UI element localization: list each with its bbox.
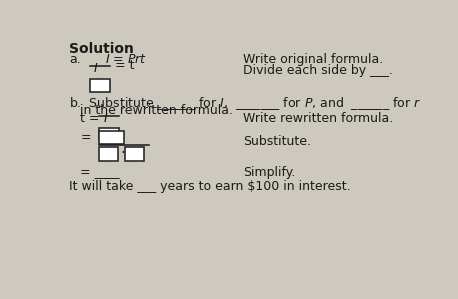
Text: b.  Substitute ______ for $\it{I}$,  _______ for $\it{P}$, and  ______ for $\it{: b. Substitute ______ for $\it{I}$, _____… bbox=[69, 95, 421, 112]
Text: =: = bbox=[81, 131, 91, 144]
Text: Substitute.: Substitute. bbox=[243, 135, 311, 148]
Bar bbox=[99, 127, 119, 139]
Text: It will take ___ years to earn $100 in interest.: It will take ___ years to earn $100 in i… bbox=[69, 180, 350, 193]
Text: Simplify.: Simplify. bbox=[243, 166, 295, 179]
Text: t =: t = bbox=[81, 112, 100, 125]
Text: a.: a. bbox=[69, 53, 81, 66]
Bar bbox=[125, 147, 144, 161]
Text: Divide each side by ___.: Divide each side by ___. bbox=[243, 64, 393, 77]
Text: = ____: = ____ bbox=[81, 166, 120, 179]
Text: $\it{I}$ = $\it{Prt}$: $\it{I}$ = $\it{Prt}$ bbox=[105, 53, 147, 66]
Bar bbox=[99, 147, 118, 161]
Text: = t: = t bbox=[114, 59, 134, 72]
Bar bbox=[90, 79, 110, 92]
Text: $\it{I}$: $\it{I}$ bbox=[93, 62, 98, 75]
Text: $\it{I}$: $\it{I}$ bbox=[103, 112, 109, 125]
Text: Write original formula.: Write original formula. bbox=[243, 53, 383, 66]
Text: in the rewritten formula.: in the rewritten formula. bbox=[81, 104, 234, 118]
Text: Solution: Solution bbox=[69, 42, 134, 56]
Text: Write rewritten formula.: Write rewritten formula. bbox=[243, 112, 393, 125]
Bar bbox=[99, 131, 124, 144]
Text: ·: · bbox=[121, 146, 125, 161]
